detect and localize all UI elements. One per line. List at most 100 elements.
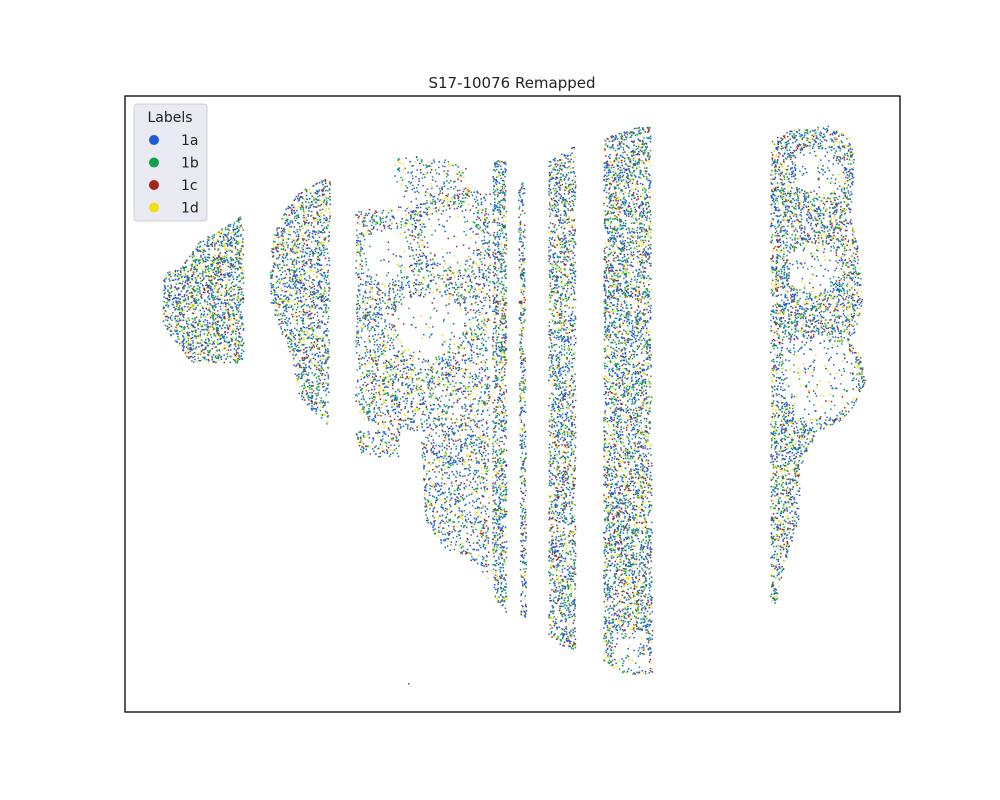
point-1a <box>370 276 373 279</box>
point-1a <box>482 477 485 479</box>
point-1a <box>293 364 295 366</box>
point-1d <box>399 300 401 302</box>
point-1a <box>221 240 223 243</box>
point-1a <box>303 259 305 262</box>
point-1b <box>237 242 239 245</box>
point-1a <box>487 268 489 270</box>
point-1c <box>211 324 213 326</box>
point-1c <box>325 203 327 205</box>
point-1b <box>209 267 212 270</box>
point-1b <box>303 367 306 369</box>
point-1c <box>215 361 217 364</box>
point-1d <box>323 237 326 240</box>
point-1a <box>358 308 360 310</box>
point-1d <box>439 498 442 501</box>
point-1b <box>239 262 241 264</box>
point-1a <box>184 298 187 301</box>
point-1b <box>298 310 301 313</box>
point-1a <box>242 238 244 240</box>
point-1c <box>237 322 239 324</box>
point-1a <box>286 329 289 331</box>
point-1a <box>232 314 234 317</box>
point-1b <box>414 213 416 216</box>
point-1d <box>293 204 295 206</box>
point-1a <box>302 369 305 371</box>
point-1d <box>472 526 475 528</box>
point-1b <box>231 281 234 283</box>
point-1a <box>314 354 316 357</box>
point-1d <box>311 328 313 330</box>
point-1c <box>313 346 315 348</box>
point-1d <box>186 350 189 353</box>
point-1a <box>311 405 313 407</box>
point-1d <box>224 347 227 350</box>
point-1d <box>318 370 321 373</box>
point-1b <box>212 259 215 261</box>
point-1c <box>229 266 231 269</box>
point-1b <box>373 411 375 413</box>
point-1a <box>409 255 411 257</box>
point-1b <box>232 276 234 278</box>
point-1b <box>218 287 221 290</box>
point-1b <box>327 350 330 352</box>
point-1d <box>242 276 245 278</box>
point-1b <box>164 278 166 281</box>
point-1b <box>484 299 486 302</box>
point-1a <box>428 478 430 481</box>
point-1a <box>180 290 183 293</box>
point-1b <box>307 397 309 399</box>
point-1d <box>195 265 197 268</box>
point-1b <box>301 385 303 387</box>
point-1b <box>324 308 327 310</box>
point-1c <box>410 418 412 420</box>
point-1a <box>407 424 409 426</box>
point-1b <box>198 298 200 301</box>
point-1a <box>298 199 301 201</box>
point-1a <box>369 306 372 309</box>
point-1a <box>457 497 459 499</box>
point-1b <box>211 326 214 328</box>
point-1a <box>415 249 418 251</box>
point-1a <box>320 416 323 419</box>
point-1c <box>402 323 405 325</box>
point-1a <box>456 535 458 538</box>
point-1a <box>183 300 186 302</box>
point-1d <box>445 499 447 501</box>
point-1a <box>309 323 312 325</box>
point-1b <box>471 381 474 383</box>
point-1a <box>365 315 368 317</box>
point-1b <box>436 398 438 400</box>
point-1a <box>377 316 380 319</box>
point-1c <box>427 387 430 389</box>
point-1a <box>205 284 207 287</box>
point-1a <box>228 293 230 295</box>
point-1a <box>370 283 372 286</box>
point-1b <box>374 350 376 353</box>
point-1d <box>189 303 192 305</box>
point-1a <box>275 247 277 250</box>
point-1a <box>186 280 189 282</box>
point-1a <box>226 291 228 294</box>
point-1a <box>312 302 315 304</box>
point-1a <box>302 249 304 251</box>
point-1a <box>358 344 361 346</box>
point-1a <box>166 319 169 322</box>
point-1b <box>237 286 239 288</box>
point-1d <box>275 304 277 307</box>
point-1d <box>296 379 299 382</box>
point-1d <box>458 348 460 350</box>
point-1c <box>211 279 213 281</box>
point-1d <box>329 180 331 183</box>
point-1b <box>375 404 377 406</box>
point-1a <box>280 231 283 233</box>
point-1a <box>384 293 386 295</box>
point-1a <box>474 378 477 381</box>
point-1a <box>203 249 205 252</box>
point-1d <box>299 230 302 233</box>
point-1c <box>328 286 330 289</box>
point-1a <box>230 274 233 276</box>
point-1d <box>214 286 216 289</box>
point-1b <box>211 296 214 299</box>
point-1d <box>456 271 458 273</box>
point-1a <box>217 302 219 305</box>
